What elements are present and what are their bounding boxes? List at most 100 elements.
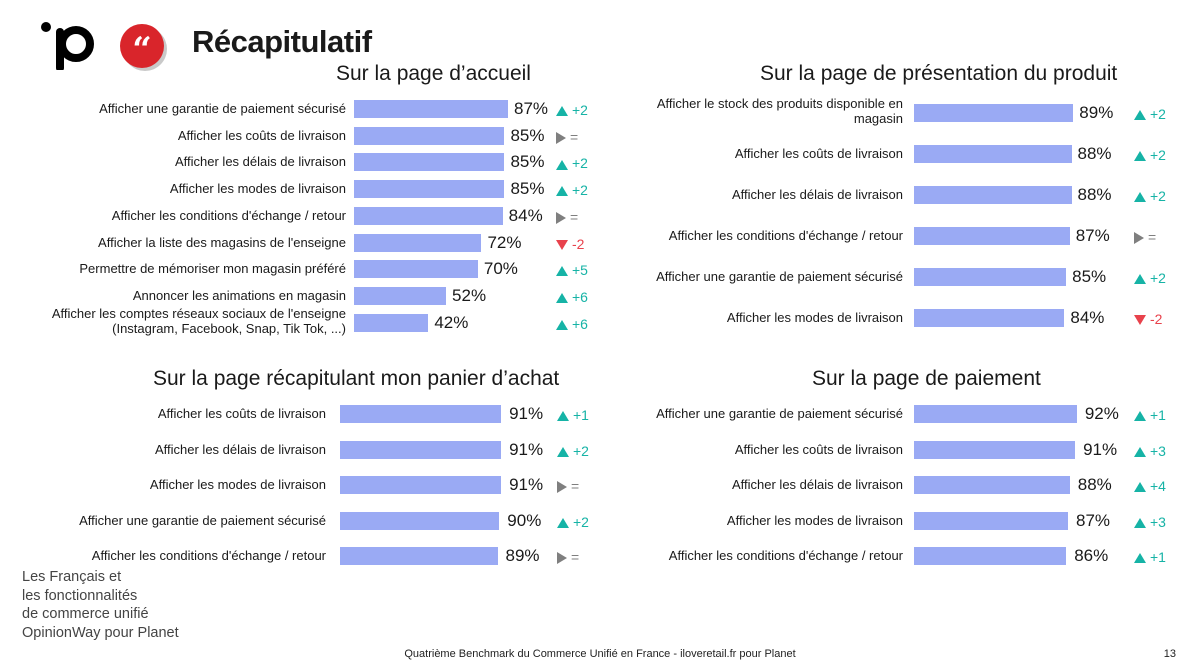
delta-up: +4 [1134, 478, 1166, 494]
data-label: 89% [505, 546, 540, 565]
delta-up: +1 [1134, 549, 1166, 565]
delta-up: +2 [556, 182, 588, 198]
delta-up: +2 [556, 102, 588, 118]
delta-up: +2 [557, 514, 589, 530]
data-label: 87% [1075, 226, 1110, 245]
delta-text: +2 [1150, 270, 1166, 286]
category-label: Afficher les modes de livraison [726, 512, 903, 528]
triangle-right-icon [556, 212, 566, 225]
chart-title: Sur la page de paiement [812, 367, 1041, 390]
delta-text: +3 [1150, 442, 1166, 459]
delta-up: +2 [557, 443, 589, 459]
triangle-up-icon [1134, 274, 1146, 285]
delta-up: +5 [556, 262, 588, 278]
triangle-up-icon [556, 319, 568, 330]
delta-text: = [1148, 229, 1157, 245]
data-label: 85% [510, 152, 545, 172]
triangle-up-icon [1134, 411, 1146, 422]
data-label: 92% [1084, 404, 1119, 423]
delta-up: +2 [1134, 270, 1166, 286]
bar [354, 313, 429, 332]
quote-icon: “ [120, 24, 164, 70]
delta-text: +6 [572, 288, 588, 305]
bar [354, 206, 503, 225]
data-label: 84% [508, 205, 543, 225]
bar [354, 286, 447, 305]
delta-text: +1 [573, 407, 589, 423]
delta-up: +2 [1134, 188, 1166, 204]
data-label: 70% [483, 259, 518, 279]
delta-text: = [571, 478, 580, 494]
delta-text: +2 [573, 513, 589, 530]
bar [914, 104, 1074, 122]
category-label: Afficher le stock des produits disponibl… [656, 96, 903, 126]
category-label: Afficher les conditions d'échange / reto… [668, 228, 903, 243]
category-label: Afficher les coûts de livraison [734, 441, 903, 457]
delta-text: +2 [573, 442, 589, 459]
triangle-up-icon [556, 159, 568, 170]
category-label: Afficher une garantie de paiement sécuri… [656, 406, 903, 421]
bar [340, 476, 502, 494]
triangle-right-icon [1134, 232, 1144, 245]
delta-text: = [570, 208, 579, 225]
bar [340, 440, 502, 459]
triangle-up-icon [1134, 151, 1146, 162]
triangle-up-icon [1134, 192, 1146, 203]
category-label: Afficher les délais de livraison [731, 187, 903, 202]
bar [914, 145, 1072, 163]
delta-up: +2 [556, 155, 588, 171]
source-note-line: de commerce unifié [22, 606, 149, 622]
planet-logo [41, 22, 94, 70]
source-note-line: les fonctionnalités [22, 587, 138, 604]
delta-text: +3 [1150, 513, 1166, 530]
delta-text: = [570, 128, 579, 145]
category-label: Afficher les conditions d'échange / reto… [91, 548, 326, 563]
bar [914, 309, 1065, 327]
category-label: Afficher les conditions d'échange / reto… [668, 548, 903, 563]
delta-up: +1 [1134, 407, 1166, 423]
triangle-down-icon [1134, 315, 1146, 326]
data-label: 87% [1075, 510, 1111, 530]
triangle-up-icon [557, 446, 569, 457]
category-label: Afficher les coûts de livraison [734, 146, 903, 161]
bar [914, 476, 1070, 494]
category-label: Afficher les délais de livraison [174, 154, 346, 170]
source-note-line: OpinionWay pour Planet [22, 624, 179, 641]
category-label: Afficher les délais de livraison [731, 477, 903, 492]
delta-text: = [571, 549, 580, 565]
delta-down: -2 [1134, 311, 1162, 327]
bar [354, 100, 508, 118]
category-label: Afficher les comptes réseaux sociaux de … [51, 305, 346, 336]
triangle-up-icon [1134, 110, 1146, 121]
category-label: Afficher une garantie de paiement sécuri… [99, 101, 346, 116]
data-label: 88% [1077, 475, 1112, 494]
delta-text: +2 [1150, 188, 1166, 204]
delta-up: +3 [1134, 443, 1166, 459]
bar [340, 547, 498, 565]
data-label: 88% [1077, 144, 1112, 163]
triangle-right-icon [557, 481, 567, 494]
delta-text: +2 [572, 182, 588, 199]
bar [354, 260, 478, 279]
delta-text: +5 [572, 262, 588, 279]
category-label: Afficher une garantie de paiement sécuri… [79, 512, 326, 528]
data-label: 88% [1077, 185, 1112, 204]
triangle-up-icon [557, 411, 569, 422]
delta-text: +1 [1150, 407, 1166, 423]
delta-flat: = [1134, 229, 1156, 245]
triangle-up-icon [1134, 446, 1146, 457]
data-label: 85% [510, 125, 545, 145]
data-label: 85% [1072, 267, 1107, 286]
delta-down: -2 [556, 236, 584, 252]
bar [354, 233, 482, 252]
bar [914, 440, 1076, 459]
delta-text: -2 [1150, 311, 1163, 327]
category-label: Permettre de mémoriser mon magasin préfé… [79, 261, 346, 277]
triangle-down-icon [556, 239, 568, 250]
triangle-up-icon [556, 293, 568, 304]
bar [340, 405, 502, 423]
delta-up: +2 [1134, 106, 1166, 122]
delta-text: -2 [572, 235, 585, 252]
page-title: Récapitulatif [192, 24, 372, 59]
delta-text: +1 [1150, 549, 1166, 565]
